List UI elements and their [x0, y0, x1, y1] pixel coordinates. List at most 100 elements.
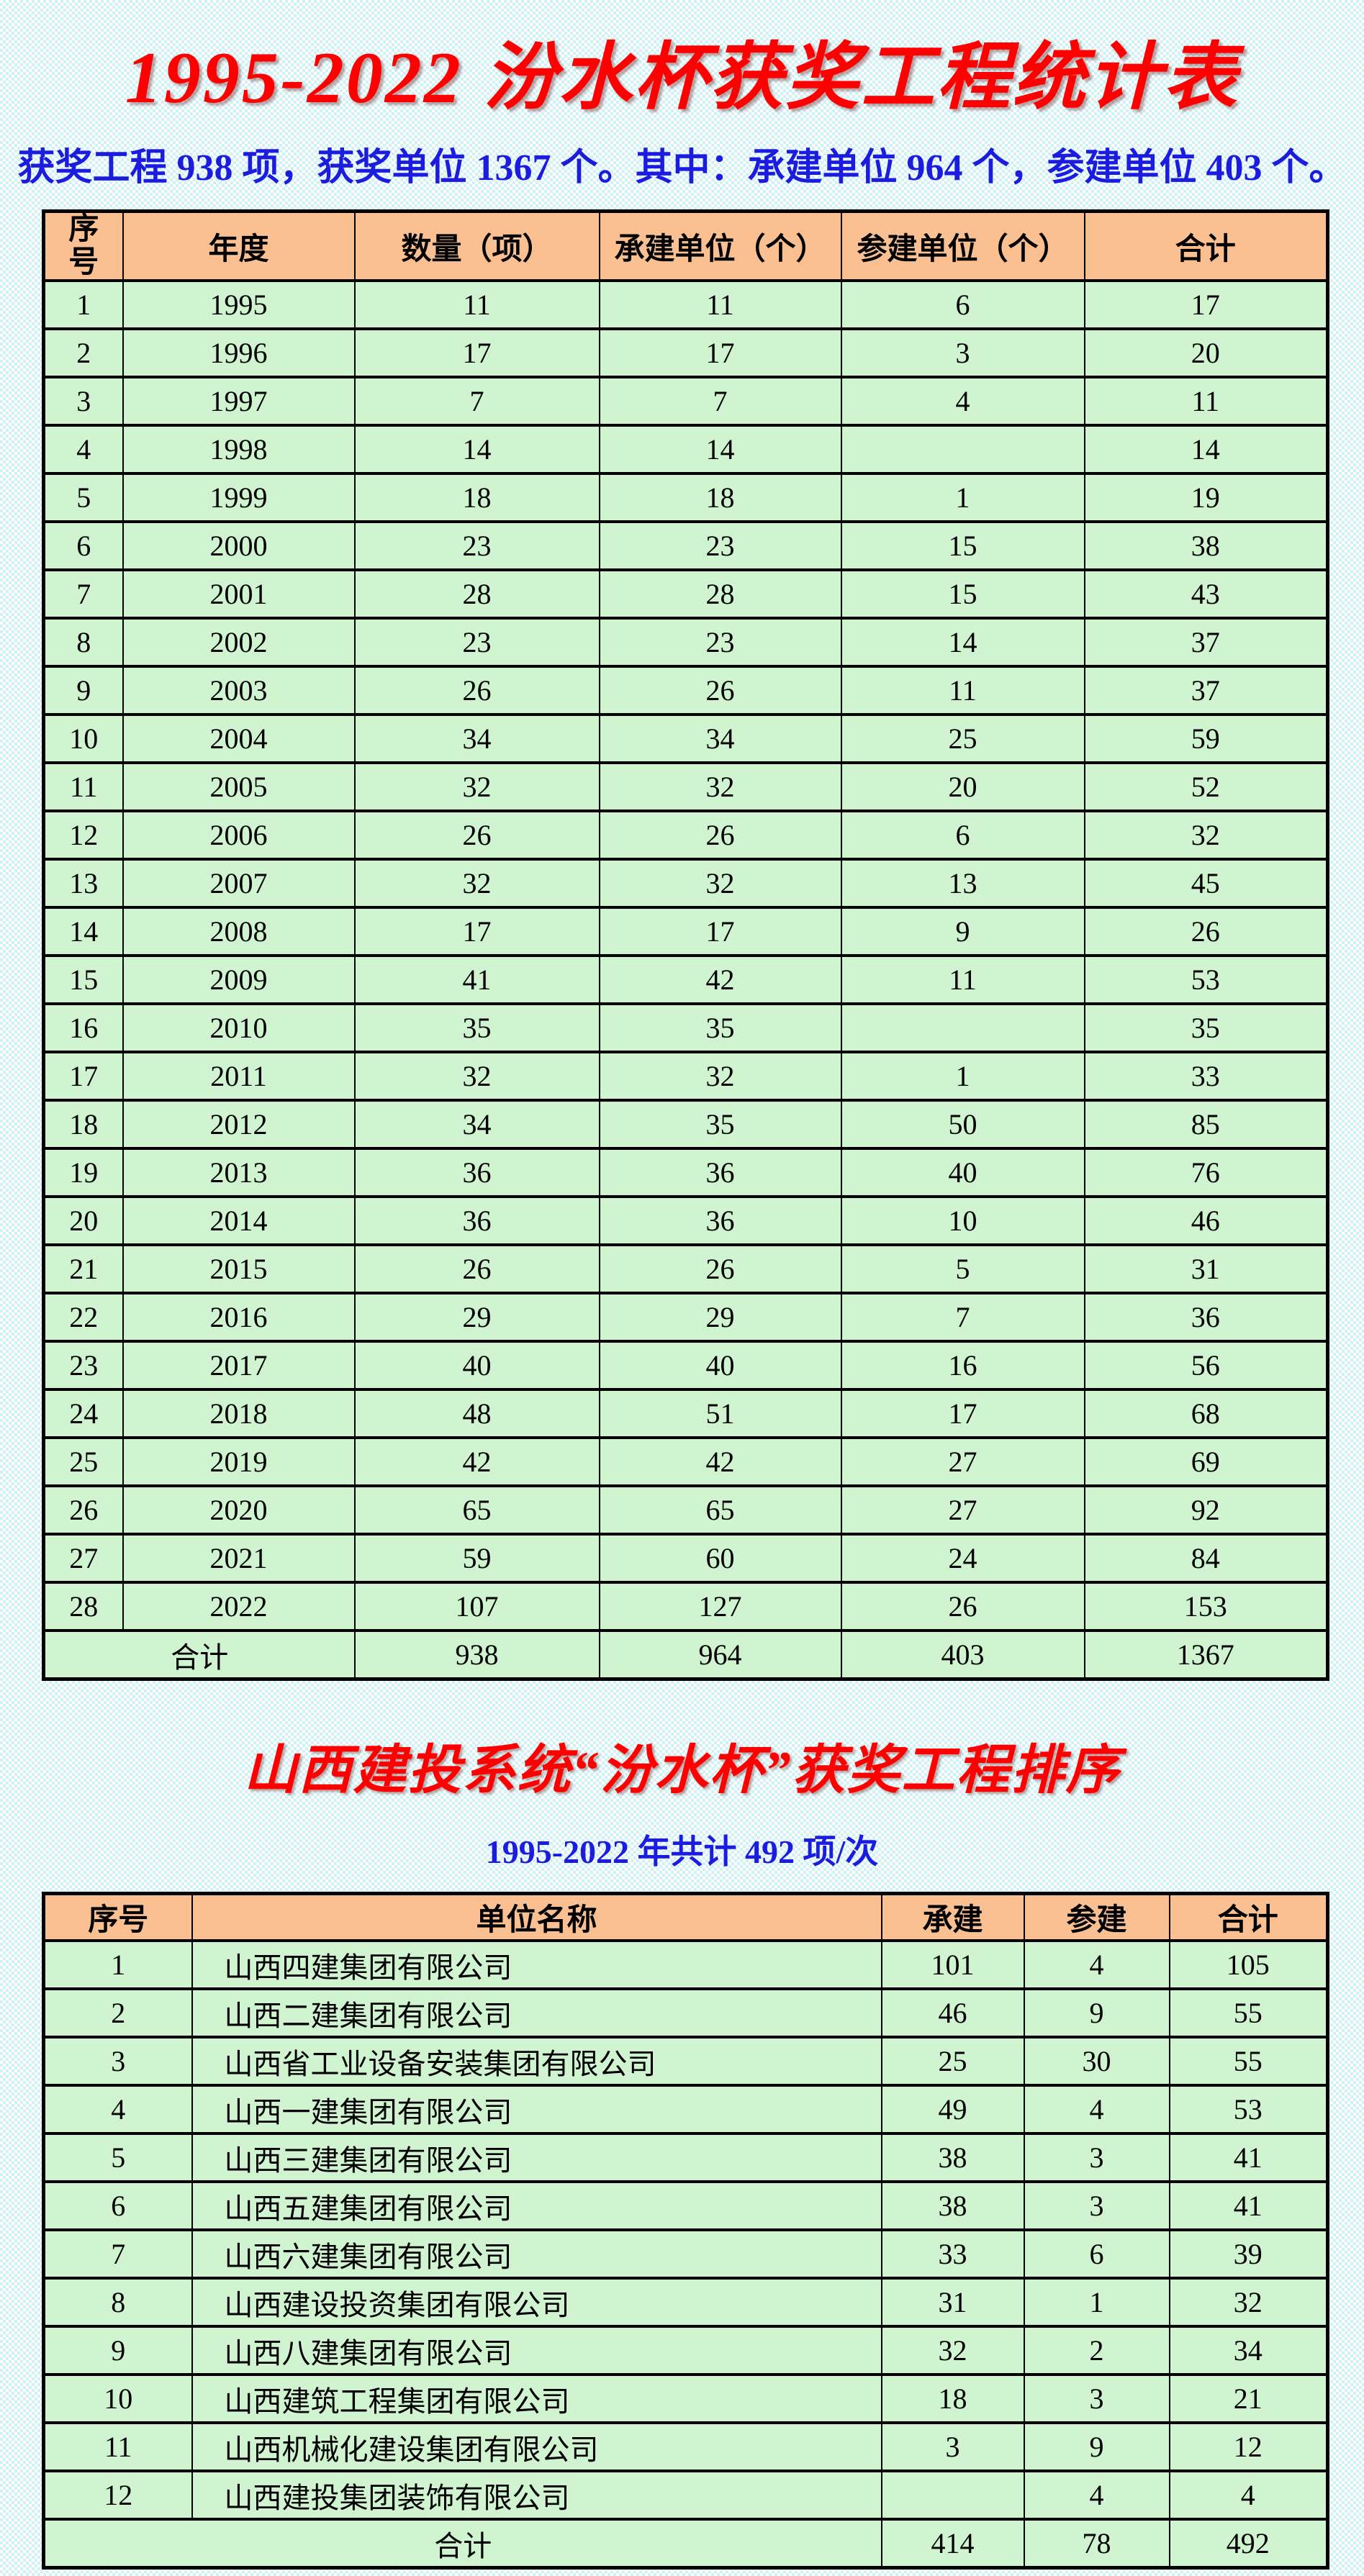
table-row: 2 1996 17 17 3 20: [42, 327, 1329, 379]
table-cell: 59: [1083, 713, 1329, 765]
table-row: 1 山西四建集团有限公司 101 4 105: [42, 1939, 1329, 1991]
table-cell: 4: [1023, 2084, 1170, 2136]
table-cell: 20: [42, 1195, 124, 1247]
column-header-count: 数量（项）: [353, 209, 600, 283]
table-cell: 1999: [122, 472, 356, 524]
table-cell: 山西机械化建设集团有限公司: [191, 2421, 882, 2473]
table-cell: 10: [42, 2373, 193, 2425]
table-cell: 26: [353, 809, 600, 861]
table-cell: 12: [1168, 2421, 1329, 2473]
table-row: 28 2022 107 127 26 153: [42, 1581, 1329, 1633]
table-cell: 6: [840, 279, 1085, 331]
table-cell: 15: [840, 568, 1085, 620]
table-cell: 40: [353, 1340, 600, 1392]
total-value-cell: 403: [840, 1629, 1085, 1681]
column-header-seq: 序号: [42, 209, 124, 283]
table-cell: 33: [880, 2228, 1025, 2280]
table-cell: 26: [353, 1243, 600, 1295]
table-cell: 2010: [122, 1002, 356, 1054]
table-cell: 32: [598, 761, 842, 813]
table-cell: 山西建筑工程集团有限公司: [191, 2373, 882, 2425]
table-cell: 51: [598, 1388, 842, 1440]
table-cell: 32: [880, 2325, 1025, 2377]
table-cell: 45: [1083, 858, 1329, 910]
table-cell: 3: [880, 2421, 1025, 2473]
table-cell: 2014: [122, 1195, 356, 1247]
table-cell: 23: [598, 520, 842, 572]
table-cell: 10: [840, 1195, 1085, 1247]
table-cell: 52: [1083, 761, 1329, 813]
table-cell: 19: [42, 1147, 124, 1199]
table-cell: 2003: [122, 665, 356, 717]
table-cell: 84: [1083, 1533, 1329, 1584]
table-cell: 21: [42, 1243, 124, 1295]
table-cell: 15: [840, 520, 1085, 572]
table-cell: 38: [880, 2132, 1025, 2184]
table-cell: 24: [42, 1388, 124, 1440]
column-header-seq: 序号: [42, 1892, 193, 1943]
table-cell: [840, 1002, 1085, 1054]
table-row: 13 2007 32 32 13 45: [42, 858, 1329, 910]
table-cell: 27: [42, 1533, 124, 1584]
table-cell: 3: [42, 2036, 193, 2087]
table-row: 11 山西机械化建设集团有限公司 3 9 12: [42, 2421, 1329, 2473]
table-cell: 11: [1083, 376, 1329, 427]
table-cell: 1997: [122, 376, 356, 427]
table-cell: 2006: [122, 809, 356, 861]
table-cell: 32: [1168, 2277, 1329, 2328]
table-cell: 55: [1168, 2036, 1329, 2087]
company-ranking-table: 序号 单位名称 承建 参建 合计 1 山西四建集团有限公司 101 4 105 2 山西二建…: [42, 1891, 1329, 2570]
table-cell: 2018: [122, 1388, 356, 1440]
ranking-table-body: 1 山西四建集团有限公司 101 4 105 2 山西二建集团有限公司 46 9 55 3 山西省工业…: [42, 1939, 1329, 2521]
table-cell: 46: [880, 1987, 1025, 2039]
table-cell: 23: [598, 617, 842, 668]
total-value-cell: 964: [598, 1629, 842, 1681]
total-value-cell: 78: [1023, 2518, 1170, 2570]
table-cell: 2: [42, 1987, 193, 2039]
table-cell: 24: [840, 1533, 1085, 1584]
table-cell: 25: [880, 2036, 1025, 2087]
table-cell: 23: [353, 617, 600, 668]
table-cell: 35: [598, 1002, 842, 1054]
table-cell: 28: [353, 568, 600, 620]
table-row: 10 2004 34 34 25 59: [42, 713, 1329, 765]
table-cell: 8: [42, 617, 124, 668]
table-cell: 20: [840, 761, 1085, 813]
table-cell: 17: [42, 1051, 124, 1102]
table-cell: 2008: [122, 906, 356, 958]
table-row: 27 2021 59 60 24 84: [42, 1533, 1329, 1584]
table-cell: 17: [353, 906, 600, 958]
table-row: 4 山西一建集团有限公司 49 4 53: [42, 2084, 1329, 2136]
table-cell: 28: [42, 1581, 124, 1633]
table-cell: 53: [1083, 954, 1329, 1006]
table-cell: 16: [840, 1340, 1085, 1392]
table-cell: 65: [353, 1484, 600, 1536]
table-cell: 26: [353, 665, 600, 717]
table-cell: 7: [353, 376, 600, 427]
table-cell: 36: [598, 1147, 842, 1199]
table-row: 5 山西三建集团有限公司 38 3 41: [42, 2132, 1329, 2184]
table-cell: 2015: [122, 1243, 356, 1295]
table-cell: 14: [353, 424, 600, 476]
table-row: 15 2009 41 42 11 53: [42, 954, 1329, 1006]
table-cell: 7: [42, 568, 124, 620]
awards-table-head: 序号 年度 数量（项） 承建单位（个） 参建单位（个） 合计: [42, 209, 1329, 283]
table-cell: 3: [1023, 2373, 1170, 2425]
table-cell: 山西建投集团装饰有限公司: [191, 2470, 882, 2521]
table-row: 22 2016 29 29 7 36: [42, 1292, 1329, 1343]
total-value-cell: 1367: [1083, 1629, 1329, 1681]
table-cell: 34: [353, 1099, 600, 1151]
table-cell: 6: [42, 2180, 193, 2232]
total-value-cell: 414: [880, 2518, 1025, 2570]
table-cell: 9: [42, 665, 124, 717]
awards-table-body: 1 1995 11 11 6 17 2 1996 17 17 3 20 3 1997 7 7 4 11 4 1998 1…: [42, 279, 1329, 1633]
table-cell: 11: [840, 665, 1085, 717]
table-cell: 4: [840, 376, 1085, 427]
total-value-cell: 938: [353, 1629, 600, 1681]
table-cell: 105: [1168, 1939, 1329, 1991]
table-cell: 2017: [122, 1340, 356, 1392]
table-cell: 68: [1083, 1388, 1329, 1440]
table-cell: 8: [42, 2277, 193, 2328]
table-cell: 4: [42, 424, 124, 476]
